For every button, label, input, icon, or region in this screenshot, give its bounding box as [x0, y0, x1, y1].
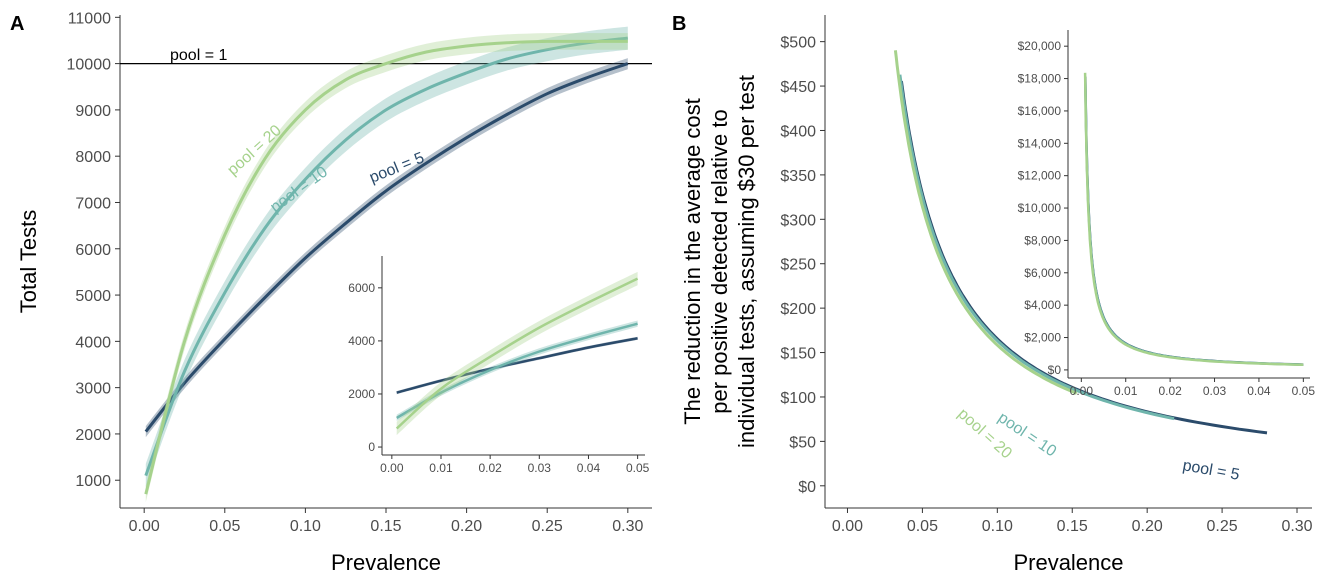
panel-a-x-tick-label: 0.00	[129, 518, 160, 535]
panel-a-line-pool-20	[144, 39, 628, 495]
panel-b-main-plot: 0.00 0.05 0.10 0.15 0.20 0.25 0.30 $0 $50 $100 $15…	[680, 15, 1313, 575]
panel-a-inset-plot: 0.00 0.01 0.02 0.03 0.04 0.05 0 2000 4000 6000	[348, 256, 650, 475]
panel-b-x-tick-label: 0.15	[1057, 518, 1088, 535]
panel-b-y-tick-label: $150	[780, 346, 816, 363]
panel-b-x-tick-label: 0.25	[1207, 518, 1238, 535]
panel-b-y-tick-label: $350	[780, 168, 816, 185]
panel-b-x-tick-label: 0.10	[982, 518, 1013, 535]
panel-a-inset-band-pool-20	[396, 271, 638, 436]
pool-1-label: pool = 1	[170, 47, 227, 64]
panel-b-y-tick-label: $300	[780, 212, 816, 229]
panel-a-inset-x-tick-label: 0.02	[478, 461, 502, 475]
panel-a-y-tick-label: 9000	[75, 103, 111, 120]
panel-a-inset-y-tick-label: 4000	[348, 334, 375, 348]
panel-b-inset-y-tick-label: $20,000	[1018, 39, 1062, 53]
panel-b-x-tick-label: 0.30	[1281, 518, 1312, 535]
panel-b-inset-x-tick-label: 0.01	[1114, 384, 1138, 398]
panel-a-y-tick-label: 2000	[75, 427, 111, 444]
panel-b-inset-y-tick-label: $4,000	[1024, 298, 1061, 312]
panel-b-inset-x-tick-label: 0.02	[1158, 384, 1182, 398]
panel-a-inset-line-pool-10	[396, 322, 638, 419]
panel-b-pool-5-label: pool = 5	[1181, 457, 1241, 484]
panel-b-inset-y-tick-label: $8,000	[1024, 233, 1061, 247]
panel-a-inset-background	[382, 256, 645, 455]
panel-a-x-tick-label: 0.30	[612, 518, 643, 535]
panel-a-x-tick-label: 0.15	[370, 518, 401, 535]
panel-b-y-tick-label: $100	[780, 390, 816, 407]
panel-a-inset-x-tick-label: 0.00	[380, 461, 404, 475]
panel-b-y-tick-label: $450	[780, 79, 816, 96]
panel-a-line-pool-5	[144, 62, 629, 433]
panel-b-y-axis-title-line-3: individual tests, assuming $30 per test	[734, 75, 759, 448]
panel-b-y-tick-label: $0	[798, 479, 816, 496]
panel-b-line-pool-20	[893, 50, 1078, 395]
panel-b-inset-plot: 0.00 0.01 0.02 0.03 0.04 0.05 $0 $2,000 $4,000 $6…	[1018, 30, 1316, 398]
panel-b-inset-line-pool-20	[1083, 72, 1304, 367]
panel-b-inset-y-tick-label: $10,000	[1018, 201, 1062, 215]
panel-a-y-tick-label: 8000	[75, 149, 111, 166]
panel-a-label: A	[10, 13, 24, 35]
panel-a-inset-x-tick-label: 0.03	[528, 461, 552, 475]
panel-a-y-tick-label: 4000	[75, 334, 111, 351]
panel-a-band-pool-10	[145, 26, 628, 488]
panel-b-line-pool-10	[898, 74, 1175, 421]
panel-b-x-tick-label: 0.05	[907, 518, 938, 535]
panel-b-y-axis-title-line-1: The reduction in the average cost	[680, 98, 705, 425]
panel-a-inset-x-tick-label: 0.04	[577, 461, 601, 475]
panel-b-inset-x-tick-label: 0.04	[1247, 384, 1271, 398]
panel-a-inset-x-tick-label: 0.05	[626, 461, 650, 475]
panel-a-x-tick-label: 0.10	[290, 518, 321, 535]
panel-b-y-tick-label: $50	[789, 434, 816, 451]
panel-a-inset-y-tick-label: 6000	[348, 281, 375, 295]
panel-b-inset-y-tick-label: $16,000	[1018, 104, 1062, 118]
panel-a-x-tick-label: 0.20	[451, 518, 482, 535]
panel-a-y-tick-label: 3000	[75, 381, 111, 398]
panel-b-y-tick-label: $250	[780, 257, 816, 274]
panel-a-inset-y-tick-label: 0	[368, 440, 375, 454]
panel-a-y-tick-label: 11000	[68, 10, 111, 27]
panel-a-pool-10-label: pool = 10	[267, 163, 331, 216]
panel-a-main-plot: 0.00 0.05 0.10 0.15 0.20 0.25 0.30 1000 2000 3000…	[16, 10, 652, 575]
panel-a-inset-x-tick-label: 0.01	[429, 461, 453, 475]
panel-b-inset-y-tick-label: $0	[1048, 363, 1062, 377]
panel-a-inset-line-pool-5	[396, 337, 638, 394]
panel-a-band-pool-20	[145, 32, 628, 503]
panel-b-y-tick-label: $400	[780, 123, 816, 140]
panel-b-inset-x-tick-label: 0.03	[1203, 384, 1227, 398]
panel-b-x-tick-label: 0.20	[1132, 518, 1163, 535]
panel-a-inset-line-pool-20	[395, 277, 639, 430]
panel-a-y-tick-label: 1000	[75, 473, 111, 490]
panel-a-x-axis-title: Prevalence	[331, 550, 441, 575]
panel-b-inset-y-tick-label: $6,000	[1024, 266, 1061, 280]
panel-b-label: B	[672, 13, 686, 35]
panel-b-x-axis-title: Prevalence	[1013, 550, 1123, 575]
panel-a-x-tick-label: 0.05	[209, 518, 240, 535]
panel-b-inset-background	[1068, 30, 1310, 378]
panel-b-y-tick-label: $200	[780, 301, 816, 318]
panel-b-y-tick-label: $500	[780, 35, 816, 52]
panel-b-inset-y-tick-label: $14,000	[1018, 136, 1062, 150]
panel-b-inset-x-tick-label: 0.00	[1070, 384, 1094, 398]
panel-b-inset-y-tick-label: $12,000	[1018, 169, 1062, 183]
panel-a-x-tick-label: 0.25	[532, 518, 563, 535]
panel-b-inset-x-tick-label: 0.05	[1292, 384, 1316, 398]
panel-a-line-pool-10	[144, 36, 628, 477]
panel-b-inset-y-tick-label: $2,000	[1024, 331, 1061, 345]
panel-b-y-axis-title-line-2: per positive detected relative to	[707, 109, 732, 414]
panel-a-y-tick-label: 7000	[75, 195, 111, 212]
panel-b-x-tick-label: 0.00	[832, 518, 863, 535]
panel-a-y-tick-label: 5000	[75, 288, 111, 305]
panel-a-y-tick-label: 10000	[67, 57, 112, 74]
panel-a-y-axis-title: Total Tests	[16, 210, 41, 314]
panel-a-y-tick-label: 6000	[75, 242, 111, 259]
panel-b-inset-y-tick-label: $18,000	[1018, 72, 1062, 86]
panel-a-inset-y-tick-label: 2000	[348, 387, 375, 401]
